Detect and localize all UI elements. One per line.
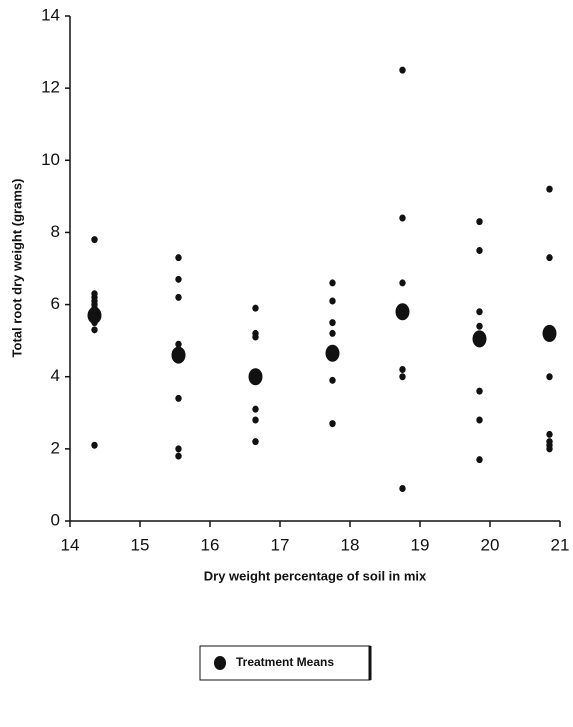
point — [329, 279, 336, 287]
point — [175, 293, 182, 301]
point — [329, 376, 336, 384]
point — [252, 304, 259, 312]
x-tick-label: 18 — [341, 535, 360, 554]
y-tick-label: 0 — [51, 510, 60, 529]
point — [329, 420, 336, 428]
y-tick-label: 14 — [41, 5, 60, 24]
mean-point — [395, 303, 410, 321]
y-tick-label: 12 — [41, 78, 60, 97]
point — [476, 456, 483, 464]
point — [476, 322, 483, 330]
point — [175, 394, 182, 402]
point — [175, 445, 182, 453]
point — [546, 445, 553, 453]
x-tick-label: 14 — [61, 535, 80, 554]
point — [91, 236, 98, 244]
point — [175, 452, 182, 460]
point — [399, 214, 406, 222]
point — [329, 297, 336, 305]
mean-point — [542, 324, 557, 342]
point — [546, 185, 553, 193]
x-tick-label: 20 — [481, 535, 500, 554]
y-tick-label: 6 — [51, 294, 60, 313]
mean-point — [325, 344, 340, 362]
point — [399, 279, 406, 287]
x-axis-label: Dry weight percentage of soil in mix — [204, 568, 427, 583]
point — [329, 319, 336, 327]
legend-box — [199, 645, 371, 681]
mean-point — [248, 368, 263, 386]
point — [175, 340, 182, 348]
x-tick-label: 21 — [551, 535, 570, 554]
point — [399, 66, 406, 74]
x-tick-label: 16 — [201, 535, 220, 554]
point — [399, 485, 406, 493]
y-tick-label: 10 — [41, 150, 60, 169]
point — [252, 416, 259, 424]
point — [476, 416, 483, 424]
y-tick-label: 8 — [51, 222, 60, 241]
y-tick-label: 2 — [51, 438, 60, 457]
point — [252, 438, 259, 446]
point — [175, 254, 182, 262]
point — [399, 366, 406, 373]
point — [252, 405, 259, 413]
y-tick-label: 4 — [51, 366, 60, 385]
point — [91, 441, 98, 449]
legend-label: Treatment Means — [236, 655, 334, 669]
legend-marker — [214, 656, 226, 670]
point — [546, 254, 553, 262]
x-tick-label: 17 — [271, 535, 290, 554]
x-tick-label: 19 — [411, 535, 430, 554]
point — [252, 333, 259, 341]
x-tick-label: 15 — [131, 535, 150, 554]
point — [476, 387, 483, 395]
point — [546, 373, 553, 381]
point — [476, 218, 483, 226]
point — [91, 326, 98, 334]
point — [175, 275, 182, 283]
mean-point — [171, 346, 186, 364]
point — [399, 373, 406, 381]
point — [476, 308, 483, 316]
point — [546, 430, 553, 438]
point — [329, 329, 336, 337]
point — [476, 246, 483, 254]
mean-point — [472, 330, 487, 348]
y-axis-label: Total root dry weight (grams) — [9, 179, 24, 358]
mean-point — [87, 306, 102, 324]
